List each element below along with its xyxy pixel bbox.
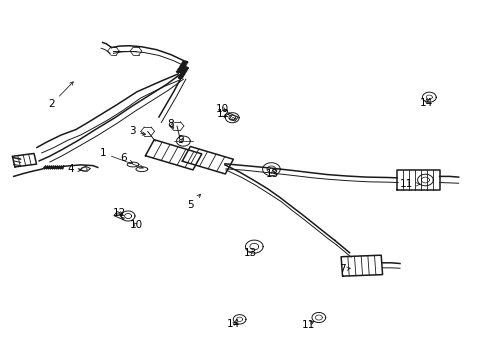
Text: 14: 14 bbox=[226, 319, 240, 329]
Text: 12: 12 bbox=[216, 109, 230, 120]
Text: 7: 7 bbox=[338, 264, 349, 274]
Text: 13: 13 bbox=[243, 248, 257, 258]
Text: 6: 6 bbox=[120, 153, 132, 163]
Text: 10: 10 bbox=[216, 104, 228, 114]
Text: 9: 9 bbox=[177, 135, 184, 145]
Text: 13: 13 bbox=[265, 168, 279, 179]
Text: 14: 14 bbox=[419, 98, 433, 108]
Text: 1: 1 bbox=[99, 148, 143, 168]
Text: 10: 10 bbox=[129, 220, 142, 230]
Text: 5: 5 bbox=[187, 194, 200, 210]
Text: 8: 8 bbox=[166, 119, 173, 129]
Text: 4: 4 bbox=[67, 164, 81, 174]
Text: 12: 12 bbox=[113, 208, 126, 218]
Text: 2: 2 bbox=[48, 82, 73, 109]
Text: 3: 3 bbox=[128, 126, 145, 136]
Text: 11: 11 bbox=[399, 179, 419, 189]
Text: 11: 11 bbox=[301, 320, 314, 330]
